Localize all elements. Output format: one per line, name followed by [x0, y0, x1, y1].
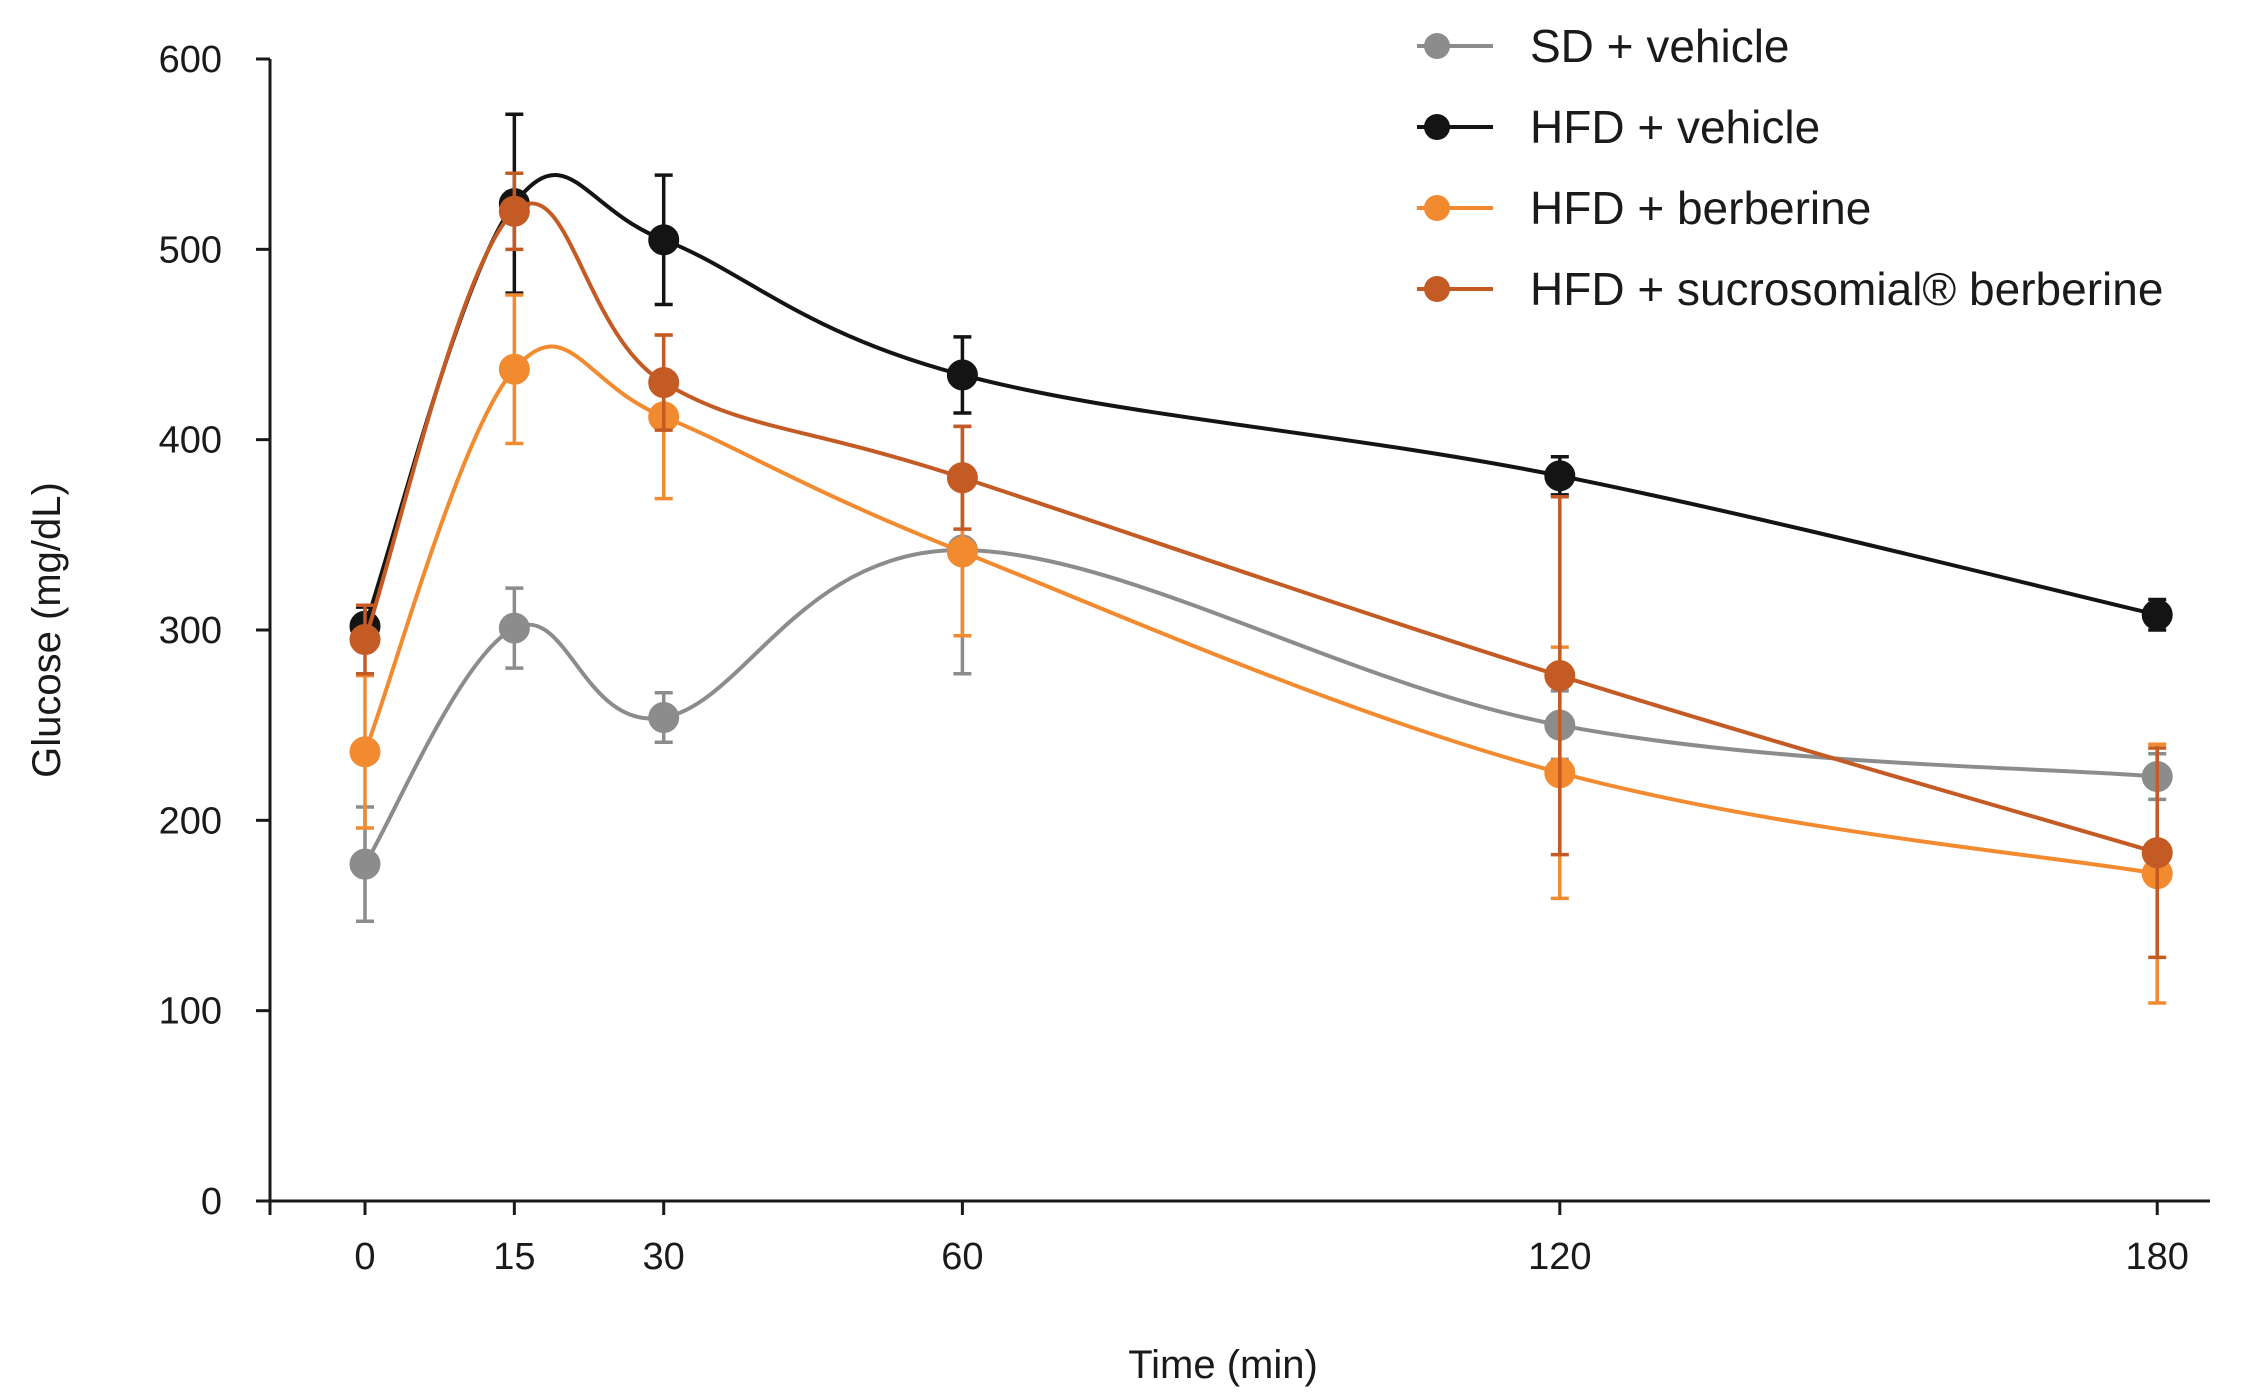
legend-item: HFD + berberine — [1417, 182, 1871, 234]
x-tick-label: 120 — [1528, 1236, 1591, 1278]
x-axis-ticks: 0 15 30 60 120 180 — [268, 1201, 2189, 1278]
legend-label: HFD + vehicle — [1530, 101, 1820, 153]
y-tick-label: 300 — [159, 610, 222, 652]
x-tick-label: 180 — [2126, 1236, 2189, 1278]
series-2 — [349, 112, 2173, 647]
series-line — [363, 344, 2158, 876]
data-point — [946, 462, 978, 494]
x-tick-label: 30 — [643, 1236, 685, 1278]
legend-label: SD + vehicle — [1530, 20, 1790, 72]
data-point — [498, 353, 530, 385]
legend-item: HFD + vehicle — [1417, 101, 1820, 153]
y-axis-ticks: 0 100 200 300 400 500 600 — [159, 39, 270, 1223]
y-axis-title: Glucose (mg/dL) — [25, 482, 69, 778]
data-point — [349, 736, 381, 768]
data-point — [648, 702, 680, 734]
series-4 — [349, 171, 2173, 960]
data-point — [2141, 837, 2173, 869]
y-tick-label: 0 — [201, 1181, 222, 1223]
axes: 0 100 200 300 400 500 600 0 15 30 60 120 180 — [159, 39, 2210, 1278]
x-axis-title: Time (min) — [1128, 1343, 1318, 1387]
legend-label: HFD + berberine — [1530, 182, 1871, 234]
data-point — [1544, 460, 1576, 492]
data-point — [648, 367, 680, 399]
series-3 — [349, 293, 2173, 1005]
data-point — [498, 612, 530, 644]
plot-series — [349, 112, 2173, 1005]
legend-swatch-marker — [1424, 33, 1450, 59]
data-point — [498, 195, 530, 227]
y-tick-label: 600 — [159, 39, 222, 81]
y-tick-label: 500 — [159, 229, 222, 271]
data-point — [2141, 599, 2173, 631]
data-point — [1544, 660, 1576, 692]
legend-label: HFD + sucrosomial® berberine — [1530, 263, 2163, 315]
legend-item: SD + vehicle — [1417, 20, 1790, 72]
legend-item: HFD + sucrosomial® berberine — [1417, 263, 2163, 315]
data-point — [946, 536, 978, 568]
data-point — [349, 848, 381, 880]
x-tick-label: 15 — [493, 1236, 535, 1278]
series-line — [363, 548, 2158, 866]
legend-swatch-marker — [1424, 195, 1450, 221]
data-point — [648, 224, 680, 256]
data-point — [349, 624, 381, 656]
y-tick-label: 100 — [159, 991, 222, 1033]
series-line — [363, 201, 2158, 855]
legend-swatch-marker — [1424, 114, 1450, 140]
x-tick-label: 60 — [941, 1236, 983, 1278]
data-point — [946, 359, 978, 391]
y-tick-label: 200 — [159, 800, 222, 842]
y-tick-label: 400 — [159, 420, 222, 462]
legend-swatch-marker — [1424, 276, 1450, 302]
x-tick-label: 0 — [354, 1236, 375, 1278]
legend: SD + vehicle HFD + vehicle HFD + berberine… — [1417, 20, 2163, 315]
